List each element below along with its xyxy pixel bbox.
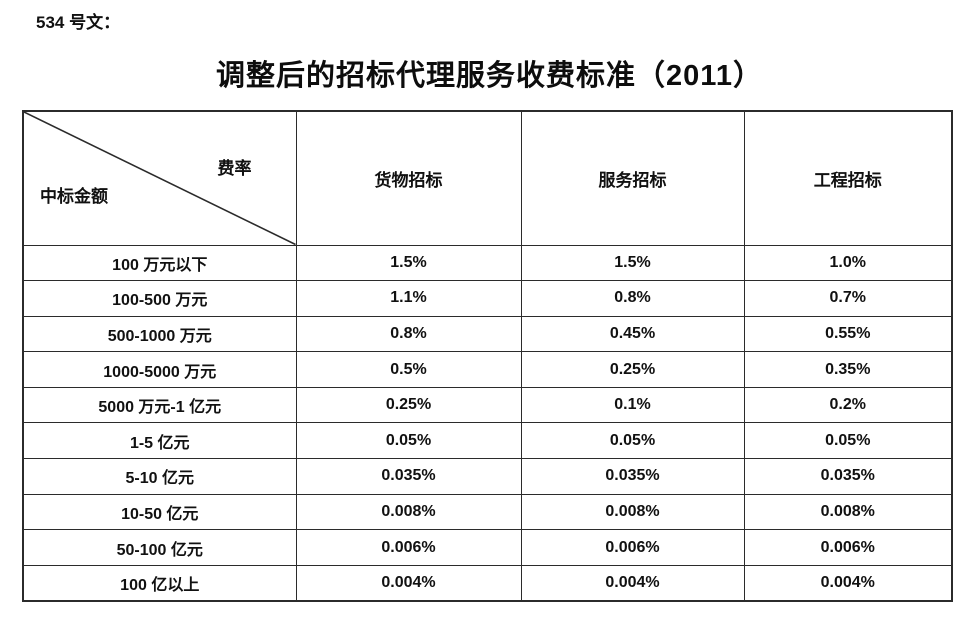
fee-rate-table: 费率 中标金额 货物招标 服务招标 工程招标 100 万元以下 1.5% 1.5… <box>22 110 953 602</box>
rate-cell: 0.55% <box>743 315 953 353</box>
rate-cell: 0.05% <box>520 422 745 460</box>
rate-cell: 0.35% <box>743 351 953 388</box>
table-row: 5000 万元-1 亿元 0.25% 0.1% 0.2% <box>22 386 953 424</box>
table-row: 100 万元以下 1.5% 1.5% 1.0% <box>22 244 953 282</box>
table-row: 1-5 亿元 0.05% 0.05% 0.05% <box>22 422 953 460</box>
row-label: 100 亿以上 <box>22 564 297 602</box>
column-header-engineering: 工程招标 <box>743 110 953 246</box>
rate-cell: 0.008% <box>295 493 522 531</box>
diagonal-corner-cell: 费率 中标金额 <box>22 110 297 246</box>
rate-cell: 0.035% <box>743 458 953 495</box>
rate-cell: 1.5% <box>295 244 522 282</box>
row-label: 500-1000 万元 <box>22 315 297 353</box>
rate-cell: 0.45% <box>520 315 745 353</box>
rate-cell: 1.0% <box>743 244 953 282</box>
table-row: 50-100 亿元 0.006% 0.006% 0.006% <box>22 529 953 566</box>
rate-cell: 0.1% <box>520 386 745 424</box>
table-row: 10-50 亿元 0.008% 0.008% 0.008% <box>22 493 953 531</box>
table-row: 5-10 亿元 0.035% 0.035% 0.035% <box>22 458 953 495</box>
rate-cell: 0.25% <box>295 386 522 424</box>
rate-cell: 0.8% <box>295 315 522 353</box>
row-label: 5-10 亿元 <box>22 458 297 495</box>
column-header-services: 服务招标 <box>520 110 745 246</box>
row-label: 5000 万元-1 亿元 <box>22 386 297 424</box>
doc-reference: 534 号文： <box>36 13 121 32</box>
rate-cell: 0.8% <box>520 280 745 317</box>
table-header-row: 费率 中标金额 货物招标 服务招标 工程招标 <box>22 110 953 246</box>
rate-cell: 0.05% <box>295 422 522 460</box>
diagonal-line <box>24 112 295 244</box>
rate-cell: 0.004% <box>520 564 745 602</box>
row-label: 1-5 亿元 <box>22 422 297 460</box>
row-label: 1000-5000 万元 <box>22 351 297 388</box>
column-header-goods: 货物招标 <box>295 110 522 246</box>
rate-cell: 1.5% <box>520 244 745 282</box>
table-row: 100-500 万元 1.1% 0.8% 0.7% <box>22 280 953 317</box>
table-row: 100 亿以上 0.004% 0.004% 0.004% <box>22 564 953 602</box>
rate-cell: 1.1% <box>295 280 522 317</box>
rate-cell: 0.035% <box>295 458 522 495</box>
rate-cell: 0.05% <box>743 422 953 460</box>
table-row: 1000-5000 万元 0.5% 0.25% 0.35% <box>22 351 953 388</box>
rate-cell: 0.2% <box>743 386 953 424</box>
row-label: 100-500 万元 <box>22 280 297 317</box>
row-label: 100 万元以下 <box>22 244 297 282</box>
rate-cell: 0.006% <box>520 529 745 566</box>
rate-cell: 0.004% <box>295 564 522 602</box>
row-label: 50-100 亿元 <box>22 529 297 566</box>
rate-cell: 0.006% <box>743 529 953 566</box>
rate-cell: 0.5% <box>295 351 522 388</box>
rate-cell: 0.008% <box>743 493 953 531</box>
rate-cell: 0.004% <box>743 564 953 602</box>
row-label: 10-50 亿元 <box>22 493 297 531</box>
rate-cell: 0.7% <box>743 280 953 317</box>
rate-cell: 0.006% <box>295 529 522 566</box>
rate-cell: 0.25% <box>520 351 745 388</box>
page-title: 调整后的招标代理服务收费标准（2011） <box>216 60 763 92</box>
table-row: 500-1000 万元 0.8% 0.45% 0.55% <box>22 315 953 353</box>
rate-cell: 0.008% <box>520 493 745 531</box>
rate-cell: 0.035% <box>520 458 745 495</box>
corner-label-rate: 费率 <box>217 159 252 178</box>
corner-label-amount: 中标金额 <box>40 186 108 206</box>
